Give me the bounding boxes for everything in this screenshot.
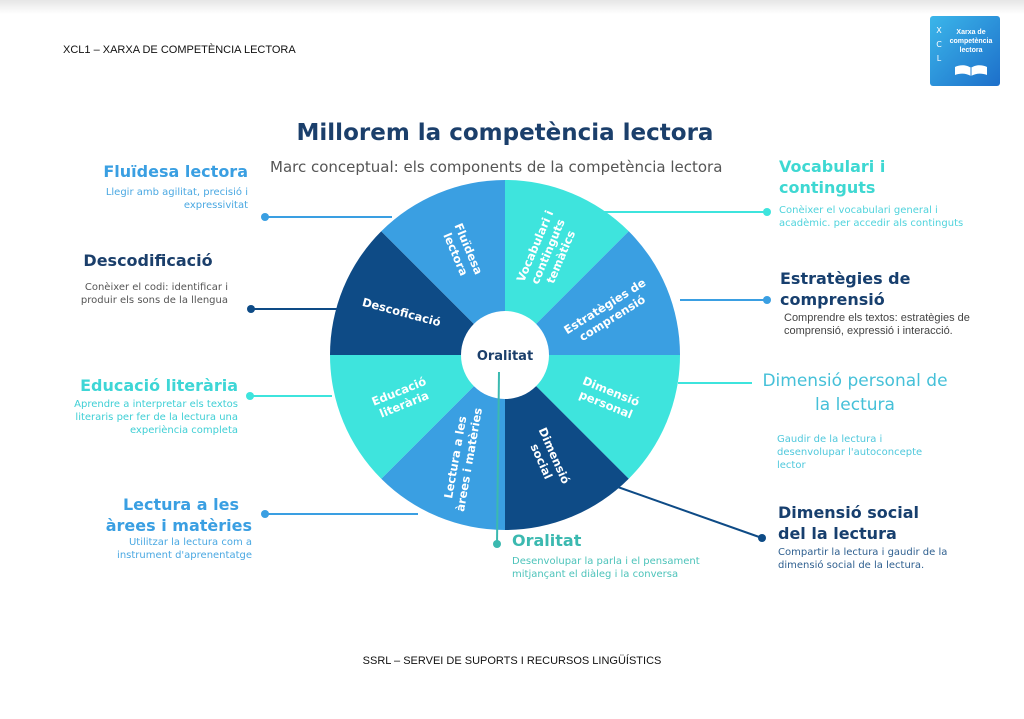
annotation-descodificacio: Descodificació Conèixer el codi: identif… — [78, 250, 238, 307]
logo-letter: L — [936, 54, 942, 63]
open-book-icon — [955, 65, 987, 76]
annotation-desc: Utilitzar la lectura com a — [128, 537, 252, 548]
page-header: XCL1 – XARXA DE COMPETÈNCIA LECTORA — [63, 44, 296, 56]
logo-text: Xarxa de competència lectora — [949, 29, 993, 54]
annotation-personal: Dimensió personal de la lectura Gaudir d… — [760, 369, 950, 472]
annotation-title: Oralitat — [512, 531, 582, 550]
wheel-segment — [505, 180, 629, 355]
logo-letters: X C L — [935, 24, 943, 66]
logo-letter: X — [936, 26, 942, 35]
annotation-title: Dimensió social del la lectura — [778, 503, 920, 543]
annotation-educacio: Educació literària Aprendre a interpreta… — [60, 375, 238, 437]
annotation-title: Fluïdesa lectora — [103, 162, 248, 181]
annotation-desc: Llegir amb agilitat, precisió i expressi… — [105, 187, 248, 211]
annotation-title: Dimensió personal de la lectura — [762, 371, 948, 415]
annotation-desc: Compartir la lectura i gaudir de la dime… — [778, 547, 948, 571]
wheel-segment — [330, 355, 505, 479]
connector-lines — [246, 208, 771, 542]
wheel-segment — [381, 355, 505, 531]
annotation-lectura: Lectura a les àrees i matèries Utilitzar… — [60, 494, 252, 562]
wheel-center — [461, 311, 549, 399]
connector-oralitat — [496, 371, 500, 545]
annotation-estrategies: Estratègies de comprensió Comprendre els… — [780, 268, 1005, 338]
connector-dot — [763, 296, 771, 304]
connector-dot — [261, 510, 269, 518]
logo-letter: C — [936, 40, 942, 49]
annotation-desc: Desenvolupar la parla i el pensament mit… — [512, 556, 700, 580]
wheel-segments: Vocabulari icontingutstemàticsEstratègie… — [330, 180, 680, 531]
wheel-segment — [505, 355, 680, 479]
annotation-title: àrees i matèries — [105, 516, 252, 535]
annotation-desc: Aprendre a interpretar els textos litera… — [74, 399, 238, 436]
xcl-logo: X C L Xarxa de competència lectora — [930, 16, 1000, 86]
page-top-edge — [0, 0, 1024, 14]
page-footer: SSRL – SERVEI DE SUPORTS I RECURSOS LING… — [362, 655, 662, 667]
annotation-social: Dimensió social del la lectura Compartir… — [778, 502, 953, 572]
annotation-desc: instrument d'aprenentatge — [117, 550, 252, 561]
wheel-segment — [505, 231, 680, 355]
wheel-center-label: Oralitat — [477, 349, 533, 364]
connector-dot — [261, 213, 269, 221]
diagram-subtitle: Marc conceptual: els components de la co… — [270, 158, 723, 176]
connector-dot — [758, 534, 766, 542]
connector-dot — [246, 392, 254, 400]
wheel-segment — [505, 355, 629, 531]
wheel-segment — [330, 231, 505, 355]
annotation-title: Educació literària — [80, 376, 238, 395]
connector-dot — [763, 208, 771, 216]
connector-social — [614, 485, 763, 539]
connector-dot — [493, 540, 501, 548]
annotation-fluidesa: Fluïdesa lectora Llegir amb agilitat, pr… — [60, 161, 248, 212]
annotation-title: Lectura a les — [122, 495, 240, 514]
annotation-title: Vocabulari i continguts — [779, 157, 886, 197]
annotation-oralitat: Oralitat Desenvolupar la parla i el pens… — [512, 530, 742, 581]
annotation-desc: Gaudir de la lectura i desenvolupar l'au… — [777, 434, 923, 471]
annotation-desc: Conèixer el vocabulari general i acadèmi… — [779, 205, 964, 229]
annotation-desc: Comprendre els textos: estratègies de co… — [784, 312, 970, 337]
connector-dot — [247, 305, 255, 313]
annotation-title: Estratègies de comprensió — [780, 269, 911, 309]
annotation-vocabulari: Vocabulari i continguts Conèixer el voca… — [779, 156, 979, 230]
annotation-desc: Conèixer el codi: identificar i produir … — [80, 282, 228, 306]
annotation-title: Descodificació — [83, 251, 213, 270]
diagram-title: Millorem la competència lectora — [296, 120, 714, 146]
wheel-segment — [381, 180, 505, 355]
